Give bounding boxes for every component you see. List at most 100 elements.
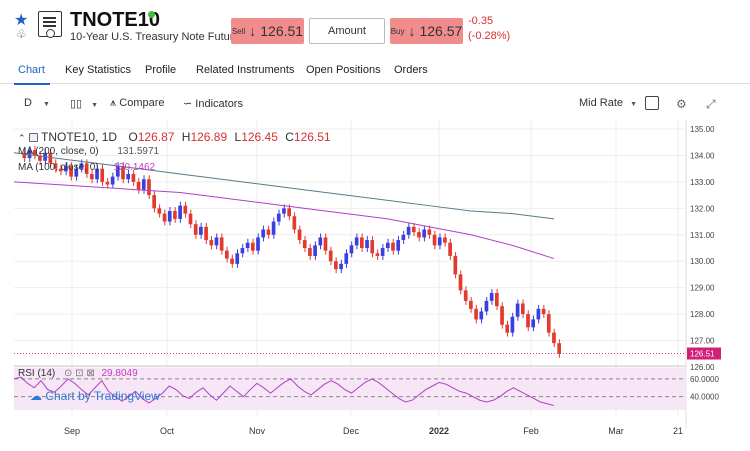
tradingview-watermark: ☁ Chart by TradingView xyxy=(30,389,160,403)
indicators-button[interactable]: ∽ Indicators xyxy=(183,97,243,110)
legend-high: 126.89 xyxy=(190,130,228,144)
price-tick-label: 129.00 xyxy=(690,284,715,293)
chart-legend-main: ⌃ TNOTE10, 1D O126.87 H126.89 L126.45 C1… xyxy=(18,130,331,144)
tab-chart[interactable]: Chart xyxy=(18,64,45,76)
candle-body xyxy=(95,168,99,180)
candle-body xyxy=(427,229,432,235)
tab-orders[interactable]: Orders xyxy=(394,64,428,76)
candle-body xyxy=(240,248,245,254)
indicators-label: Indicators xyxy=(195,98,243,110)
rsi-tick-label: 60.0000 xyxy=(690,375,719,384)
sell-button[interactable]: Sell ↓ 126.51 xyxy=(231,18,304,44)
legend-symbol-icon xyxy=(28,133,38,142)
candle-body xyxy=(546,314,551,333)
compare-button[interactable]: ⩚ Compare xyxy=(110,97,165,110)
instrument-type-icon xyxy=(38,11,62,38)
fullscreen-icon[interactable]: ⤢ xyxy=(706,97,716,111)
ma100-line xyxy=(14,181,555,260)
candle-body xyxy=(531,319,536,328)
candle-body xyxy=(385,242,390,248)
tab-profile[interactable]: Profile xyxy=(145,64,177,76)
candle-body xyxy=(443,237,447,243)
candle-body xyxy=(422,229,426,238)
x-tick-label: 21 xyxy=(673,426,683,436)
candle-body xyxy=(74,168,79,177)
screenshot-toggle-checkbox[interactable] xyxy=(645,96,659,110)
chart-style-select[interactable]: ▯▯ ▼ xyxy=(70,97,98,110)
candle-body xyxy=(541,308,546,315)
legend-symbol: TNOTE10, 1D xyxy=(41,130,118,144)
candle-body xyxy=(84,163,89,174)
candle-body xyxy=(526,314,530,328)
candle-body xyxy=(287,208,291,217)
price-tick-label: 133.00 xyxy=(690,178,715,187)
candle-body xyxy=(126,173,131,180)
tab-related-instruments[interactable]: Related Instruments xyxy=(196,64,295,76)
legend-close: 126.51 xyxy=(293,130,331,144)
candle-body xyxy=(100,168,105,182)
candle-body xyxy=(557,343,561,354)
buy-button[interactable]: Buy ↓ 126.57 xyxy=(390,18,463,44)
candle-body xyxy=(463,290,468,301)
candles-icon: ▯▯ xyxy=(70,98,83,110)
candle-body xyxy=(167,210,172,222)
watermark-text: Chart by TradingView xyxy=(45,389,160,403)
candle-body xyxy=(360,237,364,248)
candle-body xyxy=(152,195,156,209)
favorite-star-icon[interactable]: ★ xyxy=(14,12,29,29)
candle-body xyxy=(48,152,53,164)
candle-body xyxy=(520,303,525,315)
candle-body xyxy=(323,237,328,251)
candle-body xyxy=(515,303,520,317)
tab-open-positions[interactable]: Open Positions xyxy=(306,64,381,76)
price-tick-label: 134.00 xyxy=(690,151,715,160)
interval-value: D xyxy=(24,97,32,109)
candle-body xyxy=(552,332,556,344)
candle-body xyxy=(141,179,146,190)
candle-body xyxy=(349,245,354,254)
price-type-select[interactable]: Mid Rate ▼ xyxy=(579,97,637,109)
candle-body xyxy=(536,308,541,320)
amount-input[interactable]: Amount xyxy=(309,18,385,44)
rsi-tick-label: 40.0000 xyxy=(690,393,719,402)
legend-low: 126.45 xyxy=(241,130,278,144)
candle-body xyxy=(266,229,271,235)
candle-body xyxy=(417,232,421,238)
candle-body xyxy=(230,258,234,264)
candle-body xyxy=(225,250,229,259)
rsi-controls-icon[interactable]: ⊙ ⊡ ⊠ xyxy=(64,368,95,379)
candle-body xyxy=(261,229,266,238)
candle-body xyxy=(432,234,437,246)
price-tick-label: 131.00 xyxy=(690,231,715,240)
candle-body xyxy=(162,213,167,222)
sell-arrow-icon: ↓ xyxy=(249,23,257,39)
candle-body xyxy=(121,166,125,180)
interval-select[interactable]: D ▼ xyxy=(24,97,50,109)
settings-gear-icon[interactable]: ⚙ xyxy=(676,97,687,111)
collapse-legend-icon[interactable]: ⌃ xyxy=(18,133,26,143)
alert-bell-icon[interactable]: ♧ xyxy=(16,27,27,41)
chevron-down-icon: ▼ xyxy=(630,101,638,108)
ma200-label: MA (200, close, 0) xyxy=(18,146,99,157)
x-tick-label: Oct xyxy=(160,426,175,436)
cloud-icon: ☁ xyxy=(30,389,42,403)
price-tick-label: 127.00 xyxy=(690,337,715,346)
price-change: -0.35 (-0.28%) xyxy=(468,14,510,44)
candle-body xyxy=(38,155,42,161)
candle-body xyxy=(302,240,307,248)
tab-key-statistics[interactable]: Key Statistics xyxy=(65,64,132,76)
buy-arrow-icon: ↓ xyxy=(408,23,416,39)
candle-body xyxy=(458,274,463,291)
candle-body xyxy=(375,253,380,256)
candle-body xyxy=(245,242,250,248)
price-chart[interactable]: Sep Oct Nov Dec 2022 Feb Mar 21 135.00 134.00 133.… xyxy=(14,120,738,442)
candle-body xyxy=(115,166,120,177)
candle-body xyxy=(328,250,333,262)
candle-body xyxy=(27,150,32,159)
candle-body xyxy=(276,213,281,222)
candle-body xyxy=(308,248,312,256)
candle-body xyxy=(339,263,343,270)
candle-body xyxy=(271,221,276,235)
candle-body xyxy=(199,226,203,235)
candle-body xyxy=(380,248,385,256)
